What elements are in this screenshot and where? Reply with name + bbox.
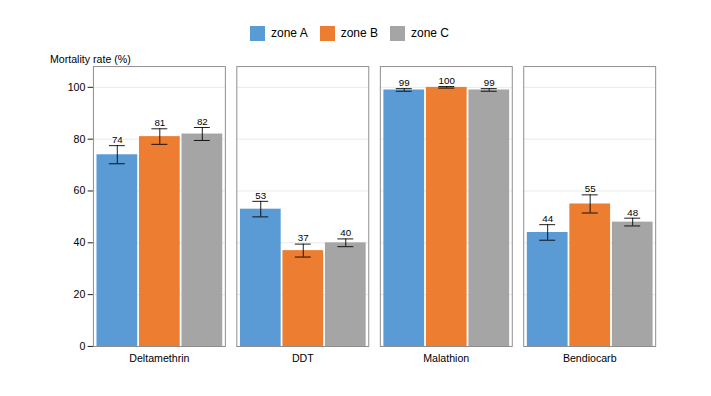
svg-text:55: 55 bbox=[585, 183, 596, 194]
html-text:zone A: zone A bbox=[271, 26, 308, 40]
svg-text:37: 37 bbox=[298, 232, 309, 243]
svg-text:20: 20 bbox=[74, 288, 86, 300]
svg-text:60: 60 bbox=[74, 184, 86, 196]
svg-text:99: 99 bbox=[399, 77, 410, 88]
svg-text:81: 81 bbox=[154, 117, 165, 128]
svg-text:48: 48 bbox=[627, 207, 638, 218]
svg-text:Deltamethrin: Deltamethrin bbox=[129, 352, 189, 364]
svg-text:53: 53 bbox=[255, 190, 266, 201]
svg-text:40: 40 bbox=[340, 227, 351, 238]
html-text:zone B: zone B bbox=[340, 26, 378, 40]
svg-text:100: 100 bbox=[439, 75, 456, 86]
html-text:zone C: zone C bbox=[411, 26, 449, 40]
svg-text:DDT: DDT bbox=[292, 352, 314, 364]
svg-text:100: 100 bbox=[68, 81, 86, 93]
svg-text:74: 74 bbox=[112, 134, 123, 145]
svg-text:Mortality rate (%): Mortality rate (%) bbox=[50, 53, 131, 65]
svg-text:Bendiocarb: Bendiocarb bbox=[563, 352, 617, 364]
svg-text:Malathion: Malathion bbox=[423, 352, 469, 364]
svg-text:80: 80 bbox=[74, 133, 86, 145]
svg-text:99: 99 bbox=[484, 77, 495, 88]
svg-text:0: 0 bbox=[80, 340, 86, 352]
svg-text:82: 82 bbox=[197, 116, 208, 127]
svg-text:40: 40 bbox=[74, 236, 86, 248]
svg-text:44: 44 bbox=[542, 213, 553, 224]
